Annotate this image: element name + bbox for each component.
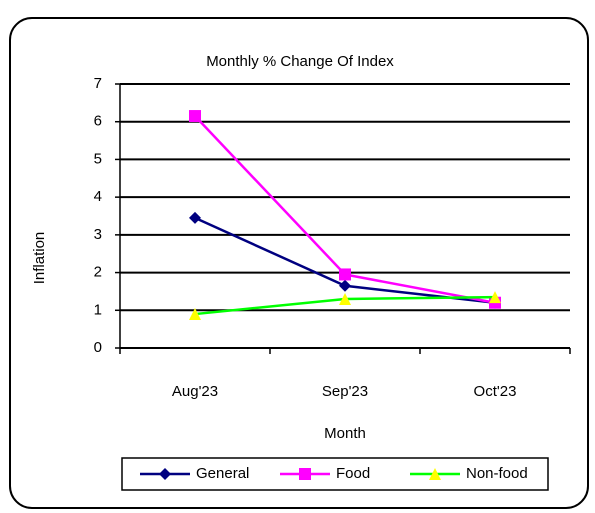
legend-marker xyxy=(299,468,311,480)
legend-label: Food xyxy=(336,465,370,482)
data-point xyxy=(189,308,201,321)
legend-label: General xyxy=(196,465,249,482)
y-tick-label: 3 xyxy=(94,226,102,243)
y-tick-label: 4 xyxy=(94,188,102,205)
y-tick-label: 0 xyxy=(94,339,102,356)
y-tick-label: 6 xyxy=(94,113,102,130)
data-point xyxy=(339,292,351,305)
data-point xyxy=(339,268,351,281)
data-point xyxy=(339,279,351,292)
data-point xyxy=(489,291,501,304)
y-tick-label: 5 xyxy=(94,150,102,167)
x-axis-label: Month xyxy=(324,425,366,442)
legend-marker xyxy=(159,468,171,480)
y-tick-label: 1 xyxy=(94,301,102,318)
x-tick-label: Sep'23 xyxy=(322,383,368,400)
legend-label: Non-food xyxy=(466,465,528,482)
legend xyxy=(121,457,549,491)
x-tick-label: Aug'23 xyxy=(172,383,218,400)
y-axis-label: Inflation xyxy=(31,232,48,285)
x-tick-label: Oct'23 xyxy=(474,383,517,400)
legend-marker xyxy=(429,468,441,480)
data-point xyxy=(189,110,201,123)
y-tick-label: 2 xyxy=(94,264,102,281)
y-tick-label: 7 xyxy=(94,75,102,92)
chart-border xyxy=(9,17,589,509)
data-point xyxy=(189,211,201,224)
chart-title: Monthly % Change Of Index xyxy=(206,53,394,70)
